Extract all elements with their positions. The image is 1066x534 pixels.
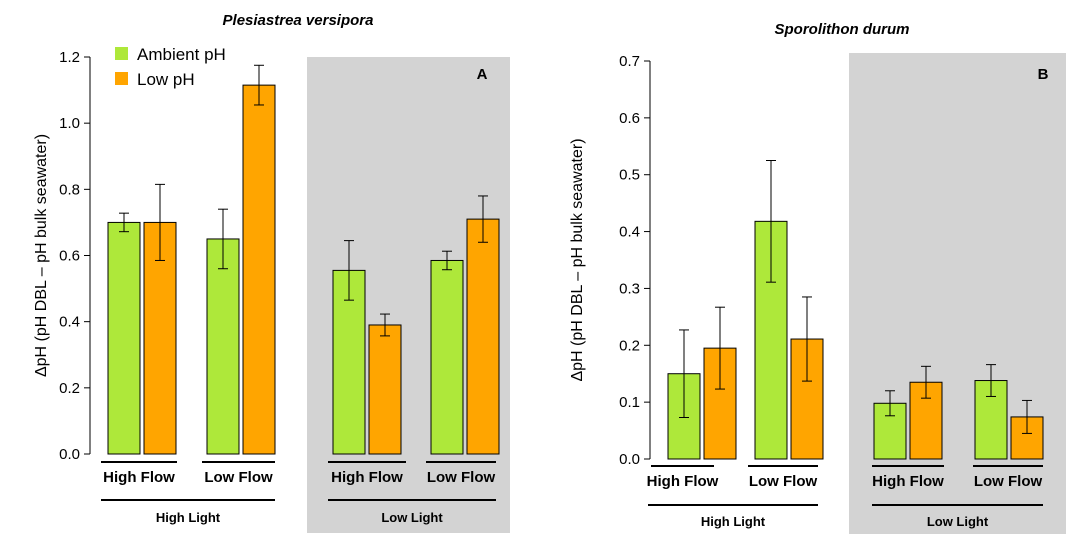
bar [143,221,177,455]
y-axis-label: ΔpH (pH DBL – pH bulk seawater) [569,138,586,381]
y-tick-label: 0.4 [59,314,80,331]
flow-group-label: High Flow [331,469,403,486]
y-tick-label: 1.2 [59,49,80,66]
flow-group-label: Low Flow [974,473,1043,490]
light-group-label: Low Light [381,510,443,525]
flow-group-label: Low Flow [749,473,818,490]
y-tick-label: 0.4 [619,224,640,241]
y-tick-label: 0.0 [59,446,80,463]
flow-group-label: High Flow [647,473,719,490]
bar [107,221,141,455]
panel-letter: B [1038,66,1049,83]
flow-group-label: Low Flow [427,469,496,486]
bar [466,218,500,455]
flow-group-label: High Flow [872,473,944,490]
legend-label-ambient: Ambient pH [137,45,226,64]
light-group-label: Low Light [927,514,989,529]
bar [206,238,240,455]
panel-title: Sporolithon durum [775,21,910,38]
panel-title: Plesiastrea versipora [223,12,374,29]
flow-group-label: Low Flow [204,469,273,486]
legend: Ambient pH Low pH [115,45,226,89]
y-tick-label: 0.2 [619,337,640,354]
y-tick-label: 0.1 [619,394,640,411]
y-axis-label: ΔpH (pH DBL – pH bulk seawater) [33,134,50,377]
bar [242,84,276,455]
y-tick-label: 0.5 [619,167,640,184]
bar [430,259,464,455]
y-tick-label: 0.7 [619,53,640,70]
y-tick-label: 0.3 [619,280,640,297]
bar [1010,416,1044,460]
low-light-shading [849,53,1066,534]
panel-letter: A [477,66,488,83]
y-tick-label: 0.0 [619,451,640,468]
y-tick-label: 0.8 [59,181,80,198]
light-group-label: High Light [701,514,766,529]
y-tick-label: 0.2 [59,380,80,397]
light-group-label: High Light [156,510,221,525]
panel-a: Plesiastrea versipora A 0.0 0.2 0.4 0.6 0.8 1.0… [33,12,510,533]
y-tick-label: 0.6 [59,248,80,265]
flow-group-label: High Flow [103,469,175,486]
y-tick-label: 1.0 [59,115,80,132]
legend-label-low: Low pH [137,70,195,89]
legend-swatch-low [115,72,128,85]
bar [332,269,366,455]
bar [368,324,402,455]
y-tick-label: 0.6 [619,110,640,127]
panel-b: Sporolithon durum B 0.0 0.1 0.2 0.3 0.4 0.5 0.6 0… [569,21,1066,534]
legend-swatch-ambient [115,47,128,60]
